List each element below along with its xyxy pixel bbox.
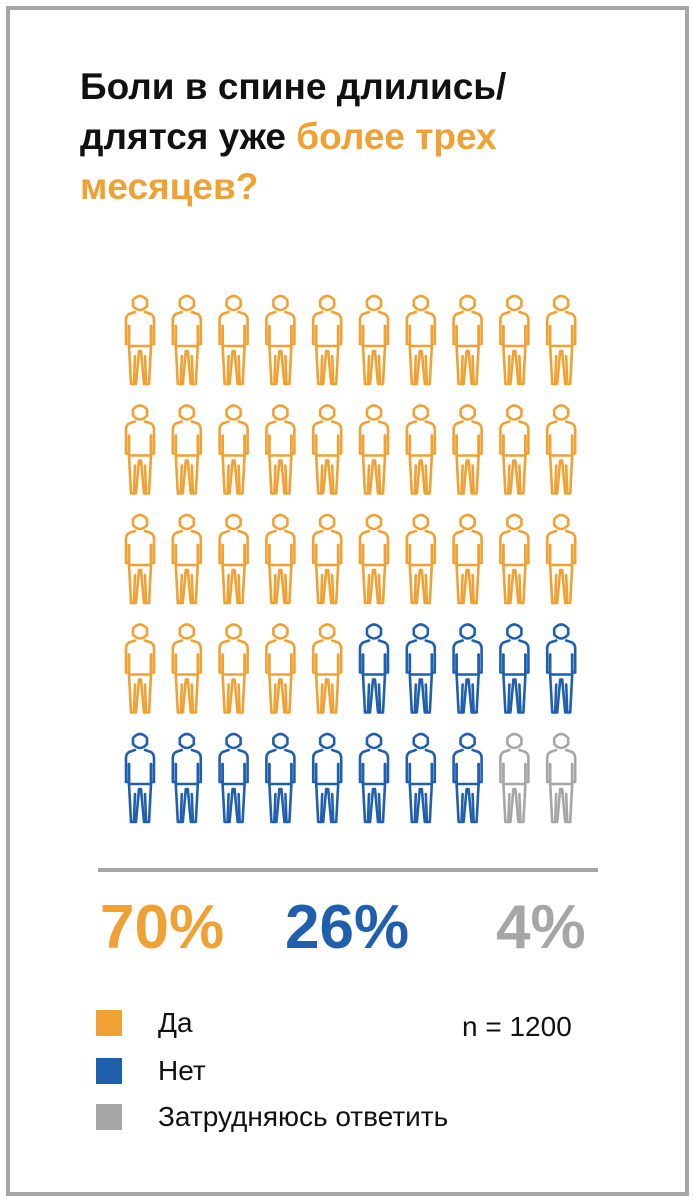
person-icon-yes [405, 294, 437, 386]
person-icon-yes [218, 623, 249, 714]
person-icon-no [265, 732, 296, 824]
person-icon-yes [218, 294, 249, 386]
legend-label-no: Нет [158, 1055, 206, 1086]
person-icon-no [545, 623, 577, 714]
title-line-2-accent: более трех [296, 116, 497, 157]
legend-swatch-yes [96, 1010, 122, 1036]
person-icon-no [452, 732, 483, 824]
person-icon-yes [499, 513, 530, 605]
title-line-3-accent: месяцев? [80, 166, 259, 207]
person-icon-yes [499, 404, 530, 495]
person-icon-yes [171, 623, 203, 714]
title-line-1: Боли в спине длились/ [80, 66, 507, 107]
person-icon-no [171, 732, 203, 824]
person-icon-yes [405, 404, 437, 495]
person-icon-yes [265, 623, 296, 714]
legend-label-unsure: Затрудняюсь ответить [158, 1101, 449, 1132]
person-icon-yes [545, 513, 577, 605]
person-icon-grid [124, 294, 577, 824]
percent-yes: 70% [100, 893, 225, 962]
person-icon-yes [452, 513, 483, 605]
person-icon-yes [171, 513, 203, 605]
person-icon-yes [265, 513, 296, 605]
person-icon-no [452, 623, 483, 714]
person-icon-no [405, 623, 437, 714]
person-icon-no [311, 732, 343, 824]
person-icon-no [358, 732, 390, 824]
person-icon-yes [124, 404, 156, 495]
person-icon-no [499, 623, 530, 714]
person-icon-yes [171, 294, 203, 386]
person-icon-no [124, 732, 156, 824]
person-icon-unsure [499, 732, 530, 824]
chart-frame [6, 6, 689, 1196]
person-icon-yes [265, 404, 296, 495]
person-icon-yes [218, 404, 249, 495]
person-icon-yes [124, 513, 156, 605]
legend-label-yes: Да [158, 1007, 193, 1038]
person-icon-yes [358, 294, 390, 386]
divider-line [98, 868, 598, 872]
legend-swatch-no [96, 1058, 122, 1084]
person-icon-yes [545, 404, 577, 495]
chart-title: Боли в спине длились/ длятся уже более т… [80, 62, 640, 212]
person-icon-yes [452, 404, 483, 495]
person-icon-yes [124, 623, 156, 714]
person-icon-yes [452, 294, 483, 386]
sample-size: n = 1200 [462, 1011, 572, 1042]
person-icon-no [405, 732, 437, 824]
person-icon-yes [311, 404, 343, 495]
person-icon-yes [405, 513, 437, 605]
title-line-2-plain: длятся уже [80, 116, 297, 157]
person-icon-yes [545, 294, 577, 386]
person-icon-yes [499, 294, 530, 386]
person-icon-yes [311, 294, 343, 386]
person-icon-yes [171, 404, 203, 495]
person-icon-yes [358, 513, 390, 605]
person-icon-unsure [545, 732, 577, 824]
percent-unsure: 4% [496, 893, 586, 962]
person-icon-yes [311, 513, 343, 605]
person-icon-yes [265, 294, 296, 386]
person-icon-no [358, 623, 390, 714]
person-icon-yes [124, 294, 156, 386]
person-icon-yes [218, 513, 249, 605]
person-icon-yes [311, 623, 343, 714]
person-icon-yes [358, 404, 390, 495]
legend-swatch-unsure [96, 1104, 122, 1130]
person-icon-no [218, 732, 249, 824]
percent-no: 26% [285, 893, 410, 962]
